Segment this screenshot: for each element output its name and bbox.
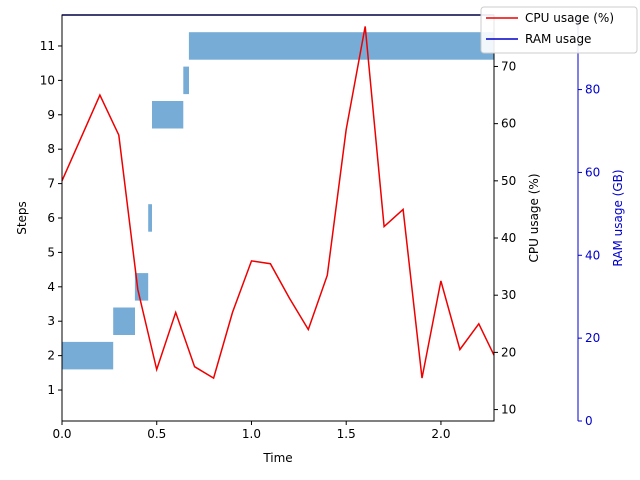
steps-axis-ticks: 1 2 3 4 5 6 7 8 9 10 11 [40,39,62,397]
ram-axis-ticks: 0 20 40 60 80 [578,83,600,428]
ram-tick-label: 0 [585,414,593,428]
steps-tick-label: 3 [47,314,55,328]
steps-tick-label: 11 [40,39,55,53]
steps-tick-label: 9 [47,108,55,122]
step-bar-10 [183,66,189,95]
cpu-usage-line [61,26,495,380]
cpu-tick-label: 10 [501,403,516,417]
ram-tick-label: 20 [585,331,600,345]
steps-axis-label: Steps [15,201,29,235]
ram-axis-label: RAM usage (GB) [611,169,625,266]
cpu-tick-label: 50 [501,174,516,188]
x-tick-label: 1.0 [242,427,261,441]
cpu-tick-label: 40 [501,231,516,245]
step-bars [62,32,494,370]
step-bar-11 [188,32,494,60]
x-tick-label: 0.5 [147,427,166,441]
legend-label-cpu: CPU usage (%) [525,11,614,25]
step-bar-9 [152,101,184,129]
steps-tick-label: 6 [47,211,55,225]
legend-box [480,6,638,54]
ram-tick-label: 40 [585,248,600,262]
plot-frame [61,14,495,422]
cpu-tick-label: 60 [501,117,516,131]
steps-tick-label: 1 [47,383,55,397]
step-bar-6 [148,204,152,232]
legend: CPU usage (%) RAM usage [480,6,638,54]
step-bar-2 [62,341,114,370]
cpu-axis-label: CPU usage (%) [527,173,541,262]
x-tick-label: 2.0 [431,427,450,441]
ram-tick-label: 80 [585,83,600,97]
steps-tick-label: 8 [47,142,55,156]
cpu-tick-label: 20 [501,345,516,359]
legend-label-ram: RAM usage [525,32,591,46]
x-axis-ticks: 0.0 0.5 1.0 1.5 2.0 [52,421,450,441]
x-tick-label: 0.0 [52,427,71,441]
cpu-tick-label: 30 [501,288,516,302]
steps-tick-label: 7 [47,177,55,191]
ram-tick-label: 60 [585,165,600,179]
cpu-axis-ticks: 10 20 30 40 50 60 70 [494,59,516,417]
x-tick-label: 1.5 [337,427,356,441]
steps-tick-label: 2 [47,349,55,363]
steps-tick-label: 4 [47,280,55,294]
steps-tick-label: 10 [40,73,55,87]
cpu-tick-label: 70 [501,59,516,73]
step-bar-3 [113,307,135,335]
steps-tick-label: 5 [47,245,55,259]
x-axis-label: Time [262,451,292,465]
